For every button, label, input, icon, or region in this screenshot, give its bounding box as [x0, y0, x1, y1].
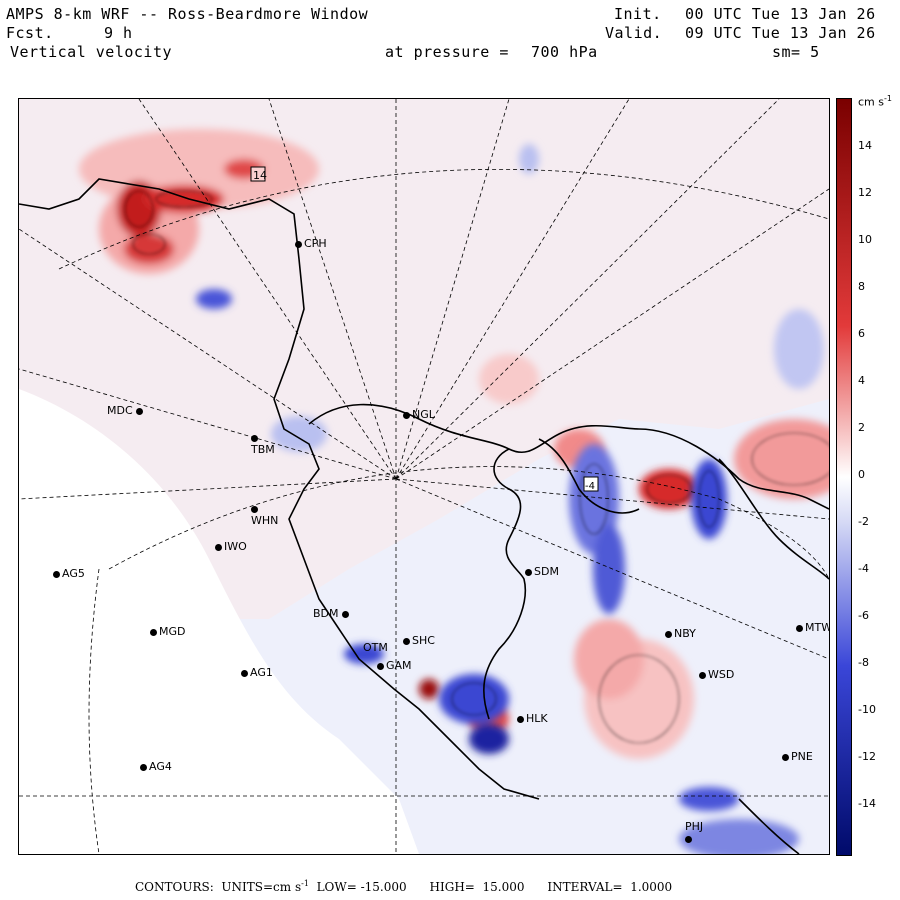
station-shc: SHC — [403, 635, 435, 647]
forecast-hours: 9 h — [104, 24, 133, 42]
station-ag5: AG5 — [53, 568, 85, 580]
station-phj: PHJ — [685, 821, 703, 845]
station-dot-icon — [140, 763, 147, 771]
station-dot-icon — [517, 715, 524, 723]
station-dot-icon — [295, 240, 302, 248]
valid-label: Valid. — [605, 24, 663, 42]
station-dot-icon — [215, 543, 222, 551]
colorbar-tick--12: -12 — [858, 750, 876, 763]
station-ngl: NGL — [403, 409, 435, 421]
extremum-high-label: 14 — [253, 169, 267, 182]
contour-info: CONTOURS: UNITS=cm s-1 LOW= -15.000 HIGH… — [135, 879, 673, 894]
station-dot-icon — [782, 753, 789, 761]
extremum-low-label: -4 — [585, 481, 595, 492]
color-scale-bar — [836, 98, 852, 856]
extremum-box-low: -4 — [583, 476, 599, 492]
station-dot-icon — [685, 835, 692, 843]
station-tbm: TBM — [251, 432, 275, 456]
init-time: 00 UTC Tue 13 Jan 26 — [685, 5, 876, 23]
light-red-region — [19, 99, 829, 619]
map-title: AMPS 8-km WRF -- Ross-Beardmore Window — [6, 5, 369, 23]
station-dot-icon — [150, 628, 157, 636]
coastline — [19, 178, 829, 854]
vertical-velocity-field: 14 -4 — [19, 99, 829, 854]
station-mtw: MTW — [796, 622, 829, 634]
station-ag4: AG4 — [140, 761, 172, 773]
station-gam: GAM — [377, 660, 412, 672]
colorbar-tick-12: 12 — [858, 186, 872, 199]
station-whn: WHN — [251, 503, 278, 527]
colorbar-tick-6: 6 — [858, 327, 865, 340]
station-hlk: HLK — [517, 713, 548, 725]
colorbar-tick-14: 14 — [858, 139, 872, 152]
extremum-box-high: 14 — [250, 166, 267, 182]
station-bdm: BDM — [313, 608, 351, 620]
colorbar-tick--10: -10 — [858, 703, 876, 716]
station-iwo: IWO — [215, 541, 247, 553]
station-sdm: SDM — [525, 566, 559, 578]
colorbar-tick-0: 0 — [858, 468, 865, 481]
colorbar-tick-10: 10 — [858, 233, 872, 246]
outside-domain-region — [19, 389, 419, 854]
station-pne: PNE — [782, 751, 813, 763]
station-dot-icon — [699, 671, 706, 679]
station-dot-icon — [377, 662, 384, 670]
station-wsd: WSD — [699, 669, 734, 681]
colorbar-tick-2: 2 — [858, 421, 865, 434]
station-cph: CPH — [295, 238, 327, 250]
station-dot-icon — [251, 434, 258, 442]
station-mgd: MGD — [150, 626, 186, 638]
station-otm: OTM — [363, 641, 388, 654]
station-dot-icon — [53, 570, 60, 578]
station-dot-icon — [796, 624, 803, 632]
station-dot-icon — [403, 637, 410, 645]
forecast-label: Fcst. — [6, 24, 54, 42]
station-mdc: MDC — [107, 405, 145, 417]
map-panel: 14 -4 CPH NGL MDC TBM WHN IWO AG5 SDM BD… — [18, 98, 830, 855]
colorbar-tick--8: -8 — [858, 656, 869, 669]
station-dot-icon — [342, 610, 350, 618]
colorbar-units: cm s-1 — [858, 94, 892, 109]
colorbar-tick--14: -14 — [858, 797, 876, 810]
station-dot-icon — [251, 505, 258, 513]
colorbar-tick-8: 8 — [858, 280, 865, 293]
colorbar-tick--4: -4 — [858, 562, 869, 575]
valid-time: 09 UTC Tue 13 Jan 26 — [685, 24, 876, 42]
station-nby: NBY — [665, 628, 696, 640]
station-dot-icon — [403, 411, 410, 419]
station-ag1: AG1 — [241, 667, 273, 679]
pressure-label: at pressure = — [385, 43, 509, 61]
colorbar-tick-4: 4 — [858, 374, 865, 387]
station-dot-icon — [525, 568, 532, 576]
station-dot-icon — [241, 669, 248, 677]
init-label: Init. — [614, 5, 662, 23]
colorbar-tick--6: -6 — [858, 609, 869, 622]
negative-patches — [196, 144, 824, 854]
contour-lines — [124, 190, 829, 744]
variable-name: Vertical velocity — [10, 43, 173, 61]
pressure-value: 700 hPa — [531, 43, 598, 61]
station-dot-icon — [665, 630, 672, 638]
station-dot-icon — [136, 407, 144, 415]
graticule — [19, 99, 829, 854]
smoothing-label: sm= 5 — [772, 43, 820, 61]
colorbar-tick--2: -2 — [858, 515, 869, 528]
